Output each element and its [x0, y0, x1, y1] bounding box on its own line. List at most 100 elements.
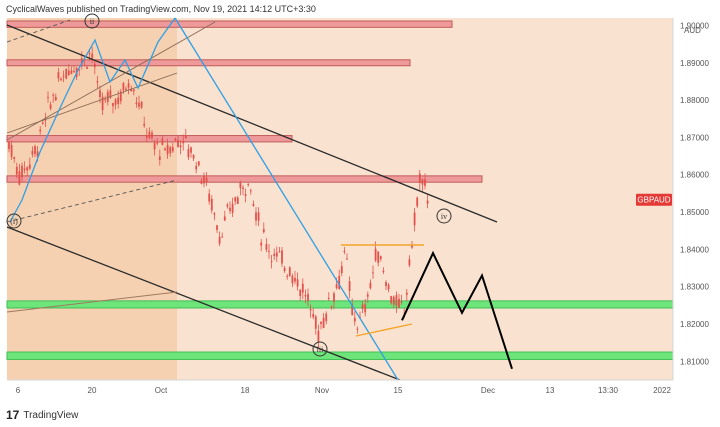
candle [26, 166, 29, 177]
candle [392, 295, 395, 309]
candle [73, 65, 75, 73]
wave-label-circle [6, 213, 22, 229]
candle [262, 222, 265, 234]
candle-body [221, 236, 224, 238]
candle [132, 89, 135, 96]
candle-body [119, 91, 122, 102]
candle-body [80, 58, 83, 65]
time-tick-label: Oct [155, 386, 168, 395]
candle-body [296, 279, 299, 287]
candle [390, 295, 393, 305]
candle-body [62, 75, 65, 77]
resistance-zone-0 [6, 20, 453, 28]
candle-body [197, 161, 200, 166]
candle [177, 135, 179, 148]
projection-path [401, 250, 513, 370]
candle [320, 321, 322, 330]
candle [153, 139, 156, 156]
fan-line-2 [6, 72, 178, 134]
price-tick-label: 1.89000 [680, 59, 709, 68]
candle [205, 172, 208, 186]
candle [353, 311, 356, 326]
publish-header: CyclicalWaves published on TradingView.c… [6, 4, 316, 14]
time-axis[interactable]: 6 20 Oct 18 Nov 15 Dec 13 13:30 2022 [16, 386, 672, 395]
candle [96, 75, 99, 89]
candle-body [418, 173, 421, 183]
candle-body [270, 261, 273, 263]
candle-body [57, 72, 60, 79]
candle-body [262, 229, 265, 233]
candle-body [369, 282, 372, 289]
candle [8, 140, 10, 153]
candle-body [31, 150, 34, 155]
candle [210, 195, 213, 214]
candle-body [47, 96, 49, 98]
candle-body [392, 296, 395, 305]
candle-body [192, 155, 195, 159]
candle-body [385, 282, 387, 287]
wave-label-circle [84, 13, 100, 29]
candle-body [257, 212, 260, 221]
candle [372, 265, 374, 279]
candle-body [106, 91, 109, 102]
candle-body [200, 180, 203, 184]
candle-body [166, 144, 169, 155]
candle [257, 207, 260, 227]
candle-body [205, 177, 208, 183]
candle [304, 289, 307, 304]
candle-body [218, 236, 221, 244]
channel-upper-line [6, 24, 498, 223]
candle-body [49, 104, 52, 109]
candle [260, 238, 263, 252]
candle-body [104, 99, 107, 101]
candle-body [304, 295, 307, 297]
candle [23, 161, 26, 174]
candle-body [377, 251, 380, 263]
candle-body [366, 294, 369, 297]
candle-body [226, 204, 229, 207]
wave-label-text: (i) [10, 217, 18, 226]
candle-body [153, 142, 156, 150]
currency-label: AUD [684, 26, 701, 35]
time-tick-label: 20 [88, 386, 97, 395]
candle-body [156, 142, 159, 144]
support-zone-5 [6, 351, 674, 360]
candle-body [278, 251, 281, 253]
candle [296, 272, 299, 291]
candle [348, 276, 351, 299]
candle [197, 160, 200, 167]
candle [130, 85, 133, 92]
candle [208, 189, 211, 205]
candle-body [346, 258, 348, 260]
candle-body [174, 138, 177, 141]
candle [21, 162, 23, 182]
candle-body [127, 83, 130, 88]
candle [156, 137, 159, 146]
candle [203, 172, 205, 188]
candle-body [301, 283, 304, 293]
candle [28, 157, 31, 171]
highlight-region [7, 18, 177, 380]
support-zone-4 [6, 300, 674, 309]
candle [57, 67, 60, 82]
candle [195, 161, 198, 174]
candle [377, 251, 380, 267]
candle [78, 69, 81, 76]
candle-body [54, 96, 57, 101]
candle-body [187, 148, 190, 158]
price-axis[interactable]: 1.90000 1.89000 1.88000 1.87000 1.86000 1.850… [680, 21, 709, 366]
candle [47, 91, 49, 103]
wave-path-line [9, 17, 176, 223]
candle-body [364, 304, 367, 313]
candle [213, 211, 216, 221]
price-tick-label: 1.85000 [680, 208, 709, 217]
candle [104, 95, 107, 104]
time-tick-label: 2022 [653, 386, 671, 395]
candle-body [39, 129, 42, 132]
price-tick-label: 1.84000 [680, 245, 709, 254]
candle-body [143, 123, 146, 126]
candle [151, 130, 153, 141]
time-tick-label: 13:30 [598, 386, 619, 395]
